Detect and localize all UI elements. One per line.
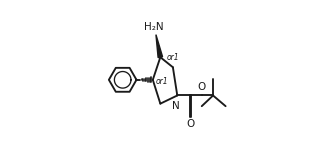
Text: or1: or1 — [166, 53, 179, 62]
Text: or1: or1 — [156, 77, 168, 86]
Text: O: O — [186, 119, 195, 129]
Text: O: O — [197, 82, 206, 92]
Polygon shape — [156, 35, 163, 58]
Text: H₂N: H₂N — [144, 22, 164, 32]
Text: N: N — [172, 101, 180, 111]
